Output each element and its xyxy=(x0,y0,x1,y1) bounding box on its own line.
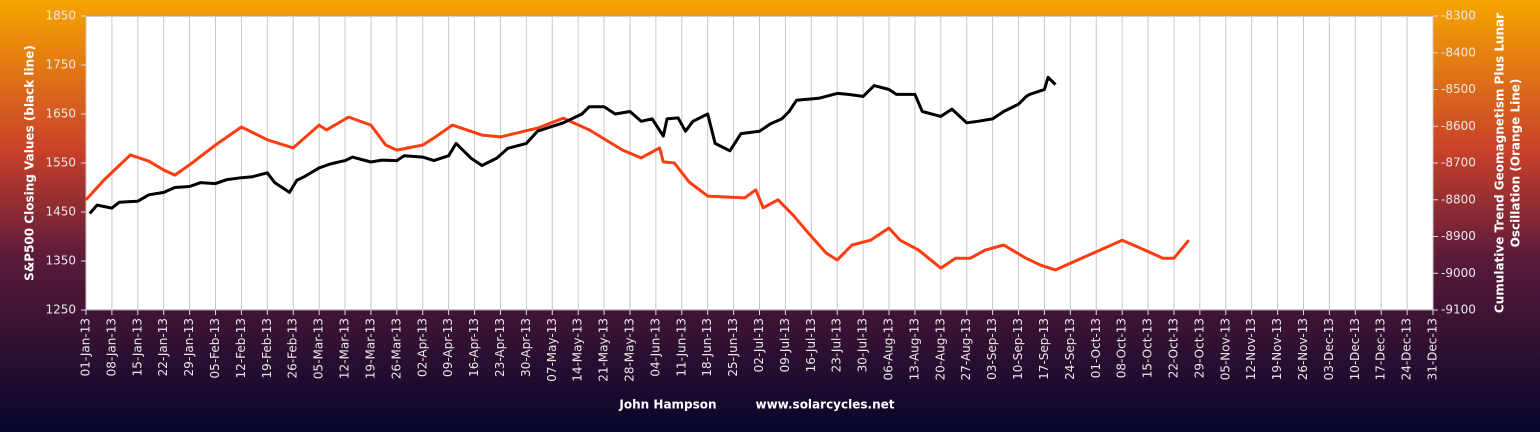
x-tick-label: 10-Sep-13 xyxy=(1011,318,1025,380)
x-tick-label: 26-Feb-13 xyxy=(286,318,300,378)
credit: John Hampson xyxy=(618,398,716,412)
x-tick-label: 01-Oct-13 xyxy=(1089,318,1103,378)
x-tick-label: 17-Sep-13 xyxy=(1037,318,1051,380)
x-tick-label: 26-Mar-13 xyxy=(389,318,403,379)
x-tick-label: 25-Jun-13 xyxy=(726,318,740,377)
x-tick-label: 21-May-13 xyxy=(597,318,611,382)
x-tick-label: 22-Jan-13 xyxy=(156,318,170,376)
y-tick-label: 1550 xyxy=(45,156,76,170)
x-tick-label: 05-Mar-13 xyxy=(312,318,326,379)
y2-tick-label: -8900 xyxy=(1441,229,1476,243)
x-tick-label: 13-Aug-13 xyxy=(907,318,921,380)
x-tick-label: 08-Jan-13 xyxy=(104,318,118,376)
x-tick-label: 02-Jul-13 xyxy=(752,318,766,372)
x-tick-label: 12-Mar-13 xyxy=(338,318,352,379)
x-tick-label: 02-Apr-13 xyxy=(415,318,429,377)
x-tick-label: 07-May-13 xyxy=(545,318,559,382)
x-tick-label: 19-Feb-13 xyxy=(260,318,274,378)
line xyxy=(84,115,1190,272)
x-tick-label: 29-Oct-13 xyxy=(1192,318,1206,378)
x-tick-label: 22-Oct-13 xyxy=(1166,318,1180,378)
y-tick-label: 1850 xyxy=(45,9,76,23)
x-tick-label: 09-Jul-13 xyxy=(778,318,792,372)
x-tick-label: 03-Dec-13 xyxy=(1322,318,1336,380)
x-tick-label: 24-Sep-13 xyxy=(1063,318,1077,380)
x-tick-label: 01-Jan-13 xyxy=(79,318,93,376)
x-tick-label: 16-Jul-13 xyxy=(804,318,818,372)
x-tick-label: 28-May-13 xyxy=(622,318,636,382)
x-tick-label: 29-Jan-13 xyxy=(182,318,196,376)
y2-tick-label: -8600 xyxy=(1441,119,1476,133)
y-tick-label: 1450 xyxy=(45,205,76,219)
x-tick-label: 20-Aug-13 xyxy=(933,318,947,380)
x-tick-label: 09-Apr-13 xyxy=(441,318,455,377)
x-tick-label: 30-Apr-13 xyxy=(519,318,533,377)
y-tick-label: 1250 xyxy=(45,303,76,317)
x-tick-label: 17-Dec-13 xyxy=(1374,318,1388,380)
x-tick-label: 14-May-13 xyxy=(571,318,585,382)
x-tick-label: 08-Oct-13 xyxy=(1115,318,1129,378)
x-tick-label: 18-Jun-13 xyxy=(700,318,714,377)
x-tick-label: 10-Dec-13 xyxy=(1348,318,1362,380)
y2-tick-label: -8400 xyxy=(1441,45,1476,59)
x-tick-label: 12-Feb-13 xyxy=(234,318,248,378)
x-tick-label: 11-Jun-13 xyxy=(674,318,688,377)
y2-tick-label: -9000 xyxy=(1441,266,1476,280)
y2-tick-label: -8800 xyxy=(1441,192,1476,206)
x-tick-label: 03-Sep-13 xyxy=(985,318,999,380)
y2-tick-label: -8300 xyxy=(1441,9,1476,23)
y2-tick-label: -8700 xyxy=(1441,156,1476,170)
x-tick-label: 19-Mar-13 xyxy=(363,318,377,379)
y-tick-label: 1750 xyxy=(45,58,76,72)
x-tick-label: 15-Jan-13 xyxy=(130,318,144,376)
x-tick-label: 15-Oct-13 xyxy=(1141,318,1155,378)
y2-tick-label: -9100 xyxy=(1441,303,1476,317)
x-tick-label: 23-Jul-13 xyxy=(830,318,844,372)
y-tick-label: 1650 xyxy=(45,107,76,121)
site: www.solarcycles.net xyxy=(756,398,895,412)
x-tick-label: 12-Nov-13 xyxy=(1244,318,1258,380)
x-tick-label: 05-Nov-13 xyxy=(1218,318,1232,380)
x-tick-label: 30-Jul-13 xyxy=(856,318,870,372)
x-tick-label: 24-Dec-13 xyxy=(1400,318,1414,380)
y2-axis-label: Cumulative Trend Geomagnetism Plus Lunar xyxy=(1493,13,1507,313)
x-tick-label: 05-Feb-13 xyxy=(208,318,222,378)
y-axis-label: S&P500 Closing Values (black line) xyxy=(23,45,37,281)
line xyxy=(88,75,1057,215)
x-tick-label: 04-Jun-13 xyxy=(648,318,662,377)
x-tick-label: 31-Dec-13 xyxy=(1426,318,1440,380)
y2-axis-label: Oscillation (Orange Line) xyxy=(1509,79,1523,248)
x-tick-label: 06-Aug-13 xyxy=(882,318,896,380)
x-tick-label: 27-Aug-13 xyxy=(959,318,973,380)
x-tick-label: 23-Apr-13 xyxy=(493,318,507,377)
y2-tick-label: -8500 xyxy=(1441,82,1476,96)
x-tick-label: 16-Apr-13 xyxy=(467,318,481,377)
x-tick-label: 26-Nov-13 xyxy=(1296,318,1310,380)
y-tick-label: 1350 xyxy=(45,254,76,268)
x-tick-label: 19-Nov-13 xyxy=(1270,318,1284,380)
